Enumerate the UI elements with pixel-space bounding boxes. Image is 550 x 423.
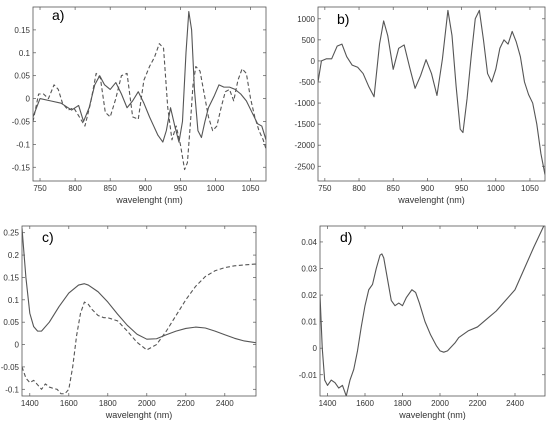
x-axis-label: wavelenght (nm) (397, 195, 465, 205)
y-tick-label: 0.01 (301, 318, 317, 327)
x-tick-label: 800 (352, 184, 366, 193)
x-tick-label: 750 (33, 184, 47, 193)
plot-frame (32, 6, 267, 182)
x-tick-label: 950 (174, 184, 188, 193)
y-tick-label: -0.1 (5, 385, 19, 394)
y-tick-label: 0 (313, 344, 318, 353)
chart-panel-4: 1400 1600 1800 2000 2200 2400 -0.01 0 0.01 0.02 0.… (299, 225, 546, 420)
x-tick-label: 2400 (216, 399, 234, 408)
y-tick-label: 0 (311, 57, 316, 66)
y-tick-label: -0.05 (12, 117, 31, 126)
y-tick-label: -0.01 (299, 371, 318, 380)
plot-frame (317, 6, 546, 182)
x-tick-label: 1050 (242, 184, 260, 193)
y-tick-label: 0.04 (301, 238, 317, 247)
y-tick-label: -0.1 (16, 140, 30, 149)
series-line-dashed (22, 263, 256, 395)
y-tick-label: 0.2 (8, 251, 20, 260)
x-tick-label: 1600 (60, 399, 78, 408)
y-tick-label: 0.1 (19, 49, 31, 58)
x-tick-label: 750 (318, 184, 332, 193)
x-tick-label: 1400 (21, 399, 39, 408)
plot-frame (21, 225, 257, 397)
panel-label: a) (52, 7, 64, 23)
x-tick-label: 800 (68, 184, 82, 193)
x-axis-label: wavelenght (nm) (105, 410, 173, 420)
x-tick-label: 1800 (394, 399, 412, 408)
series-line-solid (22, 228, 256, 344)
y-tick-label: 0.15 (3, 273, 19, 282)
y-tick-label: -500 (299, 78, 316, 87)
y-tick-label: -0.15 (12, 163, 31, 172)
x-tick-label: 2400 (506, 399, 524, 408)
y-tick-label: -0.05 (1, 363, 20, 372)
y-tick-label: 0.05 (14, 72, 30, 81)
chart-panel-3: 1400 1600 1800 2000 2200 2400 -0.1 -0.05 0 0.05 0.… (1, 225, 257, 420)
x-tick-label: 1800 (99, 399, 117, 408)
plot-frame (319, 225, 546, 397)
x-tick-label: 900 (421, 184, 435, 193)
x-tick-label: 950 (455, 184, 469, 193)
x-axis-label: wavelenght (nm) (398, 410, 466, 420)
x-tick-label: 1400 (319, 399, 337, 408)
series-line-solid (320, 226, 545, 396)
y-tick-label: -2500 (295, 162, 316, 171)
y-tick-label: 0.05 (3, 318, 19, 327)
x-tick-label: 1600 (356, 399, 374, 408)
x-tick-label: 2200 (469, 399, 487, 408)
y-tick-label: -2000 (295, 141, 316, 150)
x-tick-label: 1050 (521, 184, 539, 193)
y-tick-label: 1000 (297, 15, 315, 24)
y-tick-label: 0.25 (3, 229, 19, 238)
y-tick-label: 0.15 (14, 26, 30, 35)
x-tick-label: 2000 (431, 399, 449, 408)
y-tick-label: 0.03 (301, 265, 317, 274)
y-tick-label: 0.1 (8, 296, 20, 305)
x-tick-label: 2000 (138, 399, 156, 408)
y-tick-label: 500 (302, 36, 316, 45)
x-tick-label: 2200 (177, 399, 195, 408)
x-axis-label: wavelenght (nm) (115, 195, 183, 205)
chart-panel-2: 750 800 850 900 950 1000 1050 -2500 -2000 -1500 -1… (295, 6, 546, 205)
x-tick-label: 850 (104, 184, 118, 193)
y-tick-label: 0.02 (301, 291, 317, 300)
series-line-solid (33, 11, 266, 143)
x-tick-label: 850 (387, 184, 401, 193)
y-tick-label: -1500 (295, 120, 316, 129)
series-line-solid (318, 9, 545, 175)
y-tick-label: 0 (15, 341, 20, 350)
panel-label: b) (337, 11, 349, 27)
chart-panel-1: 750 800 850 900 950 1000 1050 -0.15 -0.1 -0.05 0 0.… (12, 6, 267, 205)
y-tick-label: -1000 (295, 99, 316, 108)
panel-label: d) (340, 229, 352, 245)
y-tick-label: 0 (26, 95, 31, 104)
panel-label: c) (42, 229, 54, 245)
x-tick-label: 1000 (487, 184, 505, 193)
x-tick-label: 900 (139, 184, 153, 193)
x-tick-label: 1000 (207, 184, 225, 193)
